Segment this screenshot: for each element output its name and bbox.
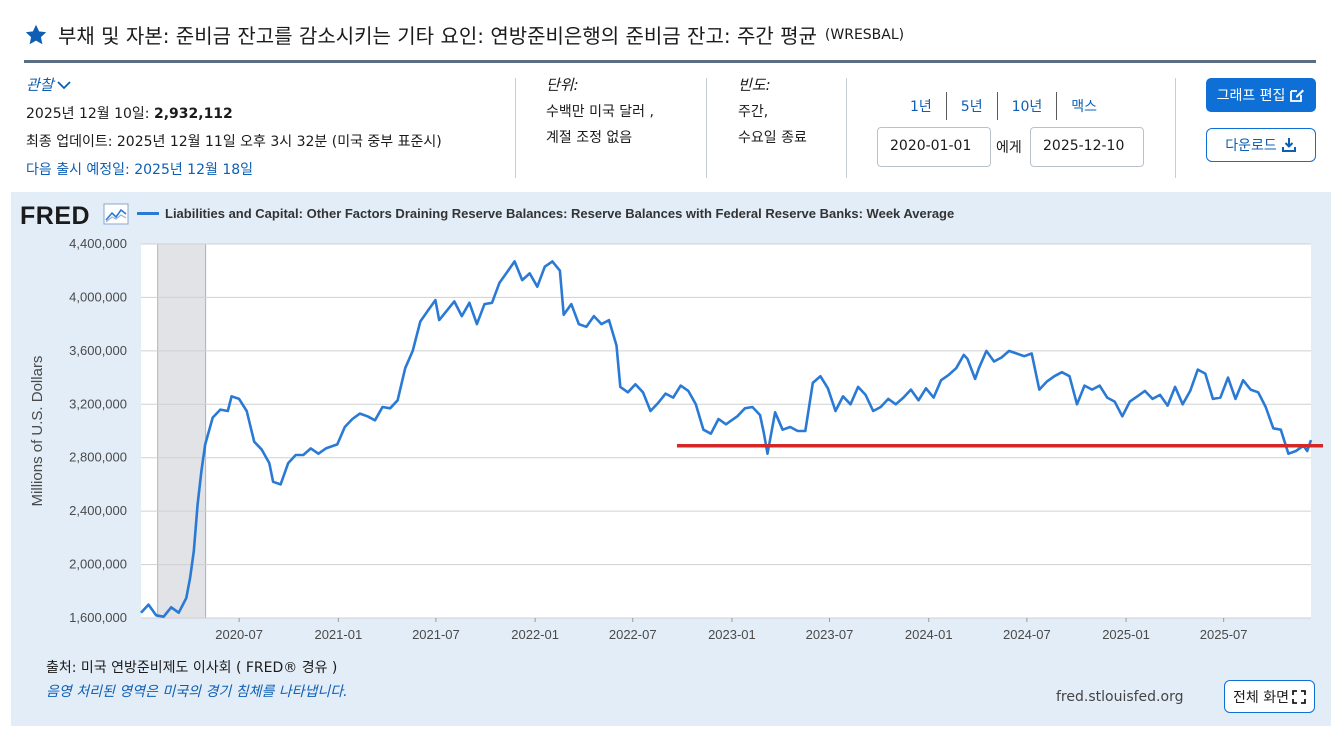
end-date-input[interactable]: 2025-12-10 [1030,127,1144,167]
observation-date: 2025년 12월 10일: [26,106,150,122]
y-tick-label: 2,000,000 [69,557,127,572]
x-tick-label: 2022-01 [511,627,559,642]
site-url[interactable]: fred.stlouisfed.org [1056,689,1184,705]
range-5y-link[interactable]: 5년 [960,99,983,115]
frequency-line-1: 주간, [738,104,769,120]
source-note: 출처: 미국 연방준비제도 이사회 ( FRED® 경유 ) [46,660,338,676]
units-panel: 단위: 수백만 미국 달러 , 계절 조정 없음 [546,74,696,184]
units-line-1: 수백만 미국 달러 , [546,104,654,120]
download-icon [1281,138,1296,152]
download-button[interactable]: 다운로드 [1206,128,1316,162]
range-links: 1년 5년 10년 맥스 [896,92,1111,120]
units-line-2: 계절 조정 없음 [546,130,633,146]
line-graph-icon [103,203,129,225]
observation-toggle[interactable]: 관찰 [26,74,496,95]
frequency-heading: 빈도: [738,76,771,94]
star-icon[interactable] [24,23,48,47]
series-line [140,260,1313,619]
x-tick-label: 2023-01 [708,627,756,642]
y-tick-label: 4,400,000 [69,236,127,251]
observation-heading: 관찰 [26,76,54,94]
fullscreen-icon [1292,689,1306,704]
x-tick-label: 2025-01 [1102,627,1150,642]
range-separator [996,92,998,120]
x-tick-label: 2023-07 [806,627,854,642]
plot-area [141,244,1311,618]
x-tick-label: 2024-07 [1003,627,1051,642]
y-axis-label: Millions of U.S. Dollars [29,356,46,507]
edit-graph-button[interactable]: 그래프 편집 [1206,78,1316,112]
next-release[interactable]: 다음 출시 예정일: 2025년 12월 18일 [26,162,254,178]
fullscreen-button[interactable]: 전체 화면 [1224,680,1315,713]
legend-label: Liabilities and Capital: Other Factors D… [165,206,955,221]
date-range-to-label: 에게 [996,140,1022,156]
last-updated: 최종 업데이트: 2025년 12월 11일 오후 3시 32분 (미국 중부 … [26,134,442,150]
y-tick-label: 4,000,000 [69,289,127,304]
x-tick-label: 2020-07 [215,627,263,642]
title-divider [24,60,1316,63]
observation-value: 2,932,112 [153,106,233,122]
fullscreen-label: 전체 화면 [1233,689,1289,706]
frequency-panel: 빈도: 주간, 수요일 종료 [738,74,838,184]
range-max-link[interactable]: 맥스 [1071,99,1098,115]
observation-value-line: 2025년 12월 10일: 2,932,112 [26,103,496,123]
recession-band [157,243,207,619]
range-separator [945,92,947,120]
start-date-input[interactable]: 2020-01-01 [877,127,991,167]
edit-graph-label: 그래프 편집 [1216,88,1286,104]
divider [846,78,847,178]
range-separator [1056,92,1058,120]
y-tick-label: 2,800,000 [69,450,127,465]
divider [515,78,516,178]
y-tick-label: 3,200,000 [69,396,127,411]
edit-icon [1290,89,1305,102]
x-tick-label: 2021-07 [412,627,460,642]
observation-panel: 관찰 2025년 12월 10일: 2,932,112 최종 업데이트: 202… [26,74,496,184]
x-tick-label: 2022-07 [609,627,657,642]
divider [706,78,707,178]
title-row: 부채 및 자본: 준비금 잔고를 감소시키는 기타 요인: 연방준비은행의 준비… [24,20,904,49]
units-heading: 단위: [546,76,579,94]
page-title: 부채 및 자본: 준비금 잔고를 감소시키는 기타 요인: 연방준비은행의 준비… [58,24,817,48]
legend-swatch [137,212,159,215]
x-tick-label: 2024-01 [905,627,953,642]
x-tick-label: 2025-07 [1200,627,1248,642]
series-id: (WRESBAL) [824,26,905,43]
range-1y-link[interactable]: 1년 [910,99,932,115]
y-tick-label: 3,600,000 [69,343,127,358]
x-tick-label: 2021-01 [314,627,362,642]
recession-note: 음영 처리된 영역은 미국의 경기 침체를 나타냅니다. [46,684,348,700]
range-10y-link[interactable]: 10년 [1011,99,1043,115]
download-label: 다운로드 [1225,138,1277,154]
fred-logo: FRED [20,202,91,230]
y-tick-label: 2,400,000 [69,503,127,518]
y-tick-label: 1,600,000 [69,610,127,625]
frequency-line-2: 수요일 종료 [738,130,807,146]
divider [1175,78,1176,178]
chart-legend: Liabilities and Capital: Other Factors D… [137,206,954,221]
chevron-down-icon [56,80,71,89]
